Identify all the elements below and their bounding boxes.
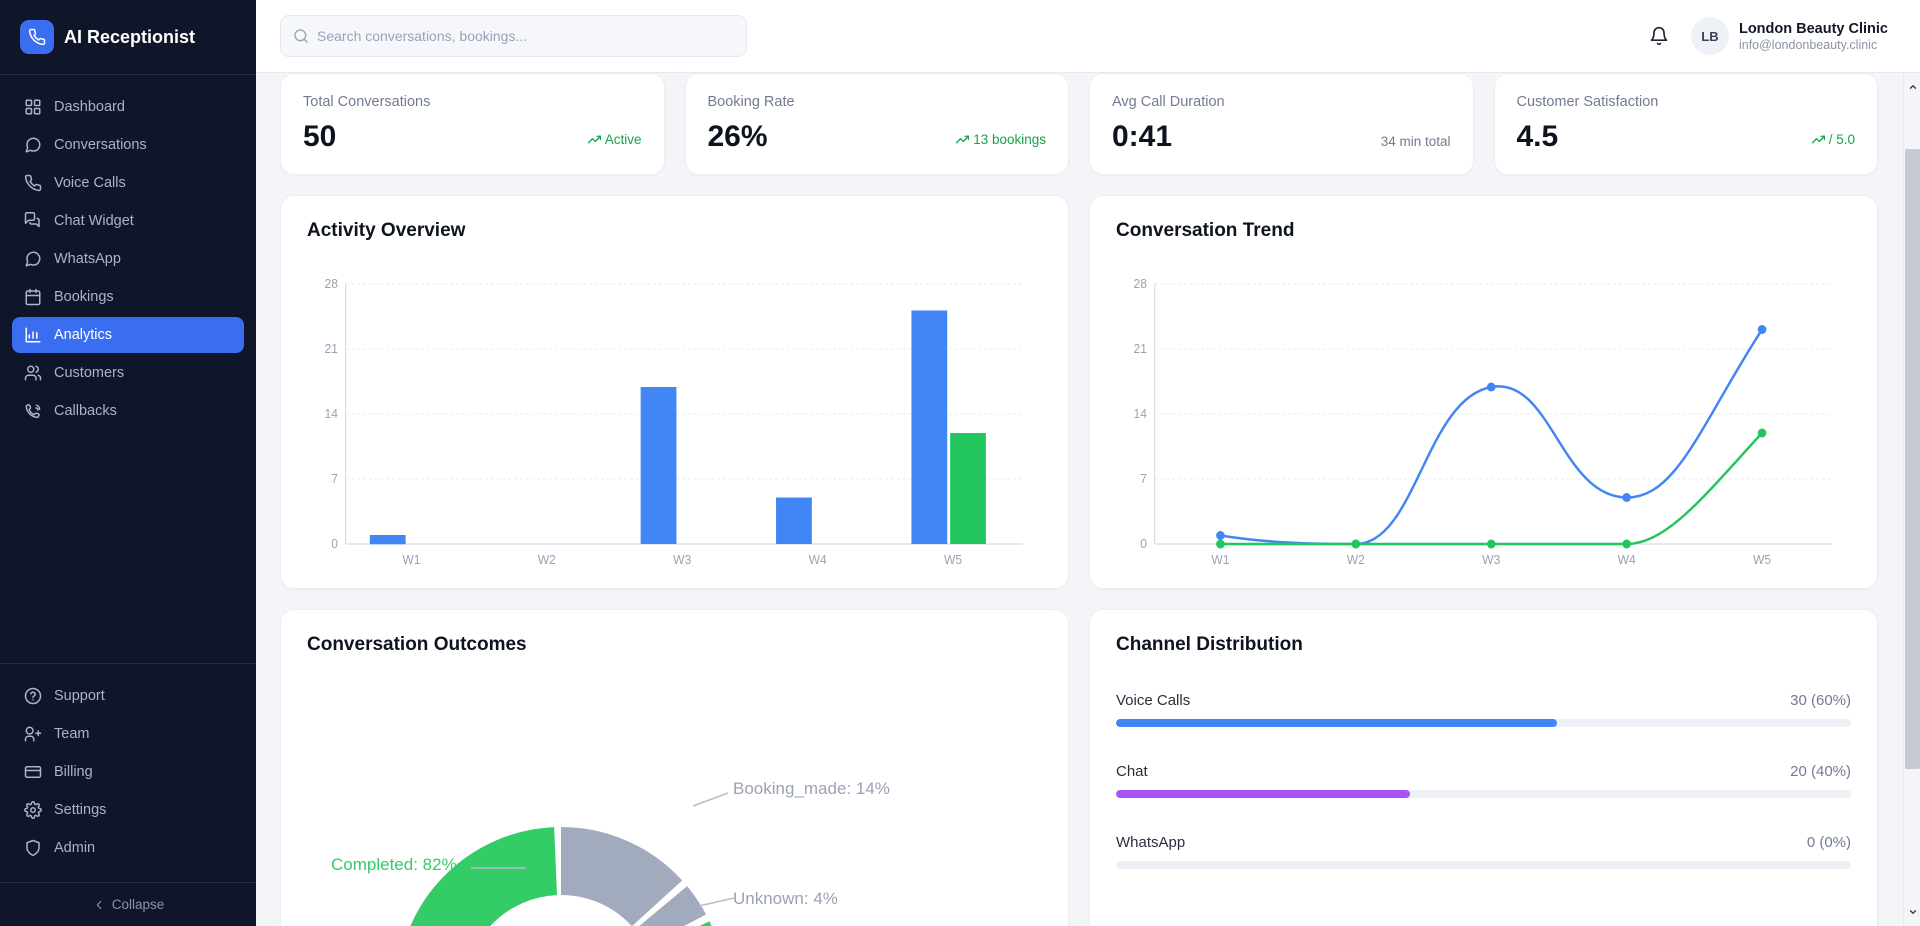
svg-text:W5: W5 xyxy=(1753,553,1771,564)
svg-text:7: 7 xyxy=(331,472,338,486)
svg-text:21: 21 xyxy=(325,342,339,356)
svg-text:14: 14 xyxy=(1134,407,1148,421)
svg-text:W1: W1 xyxy=(1211,553,1229,564)
svg-text:W3: W3 xyxy=(1482,553,1500,564)
svg-text:0: 0 xyxy=(331,537,338,551)
svg-text:W2: W2 xyxy=(1347,553,1365,564)
svg-text:W1: W1 xyxy=(402,553,420,564)
svg-text:W2: W2 xyxy=(538,553,556,564)
svg-text:W4: W4 xyxy=(809,553,827,564)
svg-text:14: 14 xyxy=(325,407,339,421)
svg-text:W4: W4 xyxy=(1618,553,1636,564)
svg-text:W5: W5 xyxy=(944,553,962,564)
svg-text:W3: W3 xyxy=(673,553,691,564)
svg-text:28: 28 xyxy=(1134,277,1148,291)
svg-text:28: 28 xyxy=(325,277,339,291)
svg-text:7: 7 xyxy=(1140,472,1147,486)
svg-text:0: 0 xyxy=(1140,537,1147,551)
svg-text:21: 21 xyxy=(1134,342,1148,356)
